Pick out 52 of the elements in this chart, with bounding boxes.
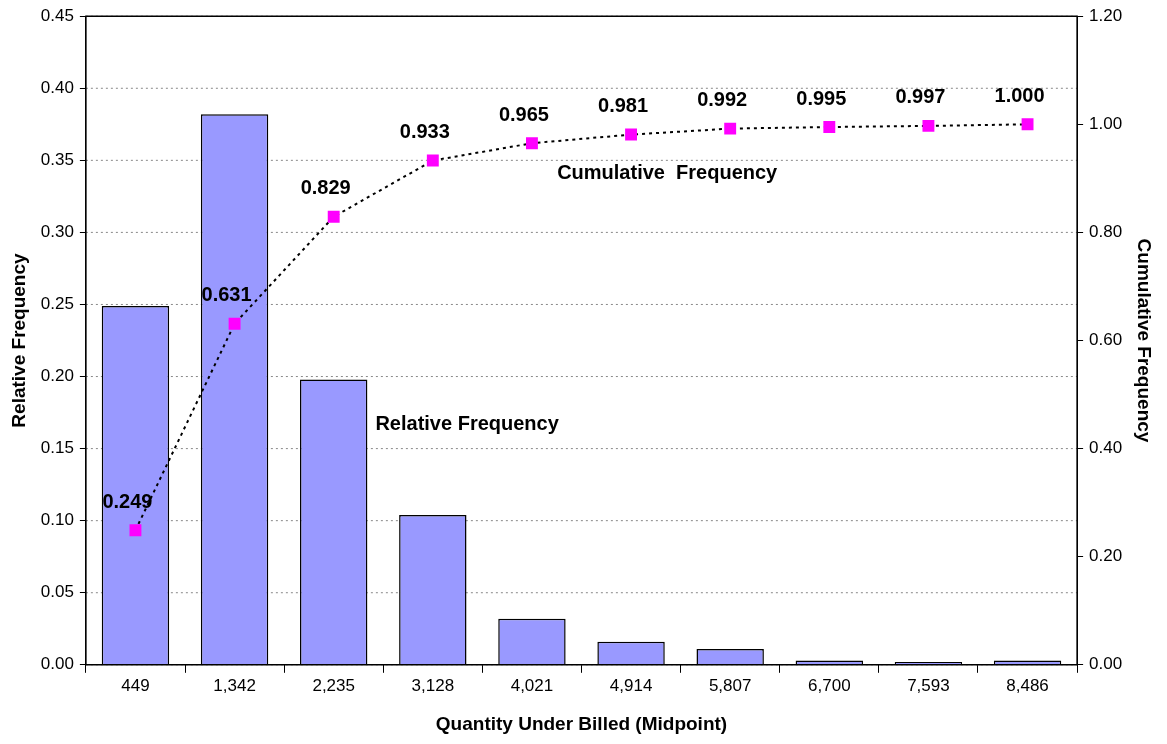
point xyxy=(228,317,241,330)
y-tick-label: 0.00 xyxy=(40,654,74,674)
data-label: 0.992 xyxy=(697,88,748,111)
y-tick-label: 0.15 xyxy=(40,438,74,458)
data-label: 0.933 xyxy=(399,120,450,143)
y2-tick-label: 0.60 xyxy=(1089,330,1123,350)
data-label: 1.000 xyxy=(994,83,1045,106)
data-label: 0.981 xyxy=(598,94,649,117)
x-tick-label: 4,021 xyxy=(510,675,554,695)
x-tick-label: 4,914 xyxy=(609,675,653,695)
y-tick-label: 0.35 xyxy=(40,150,74,170)
data-label: 0.249 xyxy=(102,489,153,512)
series-label: Relative Frequency xyxy=(375,411,560,434)
x-tick-label: 5,807 xyxy=(708,675,752,695)
y-tick-label: 0.45 xyxy=(40,5,74,25)
y-tick-label: 0.40 xyxy=(40,77,74,97)
y2-axis-title: Cumulative Frequency xyxy=(1134,238,1156,443)
point xyxy=(922,119,935,132)
x-tick-label: 8,486 xyxy=(1006,675,1049,695)
x-tick-label: 1,342 xyxy=(213,675,256,695)
y-tick-label: 0.25 xyxy=(40,294,74,314)
x-tick-label: 6,700 xyxy=(808,675,851,695)
point xyxy=(724,122,737,135)
point xyxy=(823,121,836,133)
data-label: 0.829 xyxy=(300,176,351,199)
point xyxy=(525,137,538,150)
data-label: 0.631 xyxy=(201,283,252,306)
data-label: 0.997 xyxy=(895,85,946,108)
y2-tick-label: 0.80 xyxy=(1089,222,1123,242)
x-axis-title: Quantity Under Billed (Midpoint) xyxy=(435,712,728,734)
y-tick-label: 0.05 xyxy=(40,582,74,602)
y-tick-label: 0.10 xyxy=(40,510,74,530)
data-label: 0.995 xyxy=(796,86,847,109)
point xyxy=(625,128,638,141)
point xyxy=(327,210,340,223)
y2-tick-label: 0.20 xyxy=(1089,546,1123,566)
y2-tick-label: 1.00 xyxy=(1089,113,1123,133)
data-label: 0.965 xyxy=(498,102,549,125)
x-tick-label: 2,235 xyxy=(312,675,355,695)
point xyxy=(129,524,142,537)
y-tick-label: 0.30 xyxy=(40,222,74,242)
x-tick-label: 7,593 xyxy=(907,675,950,695)
y-axis-title: Relative Frequency xyxy=(7,252,29,428)
y2-tick-label: 0.40 xyxy=(1089,438,1123,458)
y2-tick-label: 1.20 xyxy=(1089,5,1123,25)
x-tick-label: 3,128 xyxy=(411,675,455,695)
series-label: Cumulative Frequency xyxy=(557,161,779,184)
x-tick-label: 449 xyxy=(121,675,150,695)
point xyxy=(1021,118,1034,131)
y-tick-label: 0.20 xyxy=(40,366,74,386)
point xyxy=(426,154,439,167)
y2-tick-label: 0.00 xyxy=(1089,654,1123,674)
